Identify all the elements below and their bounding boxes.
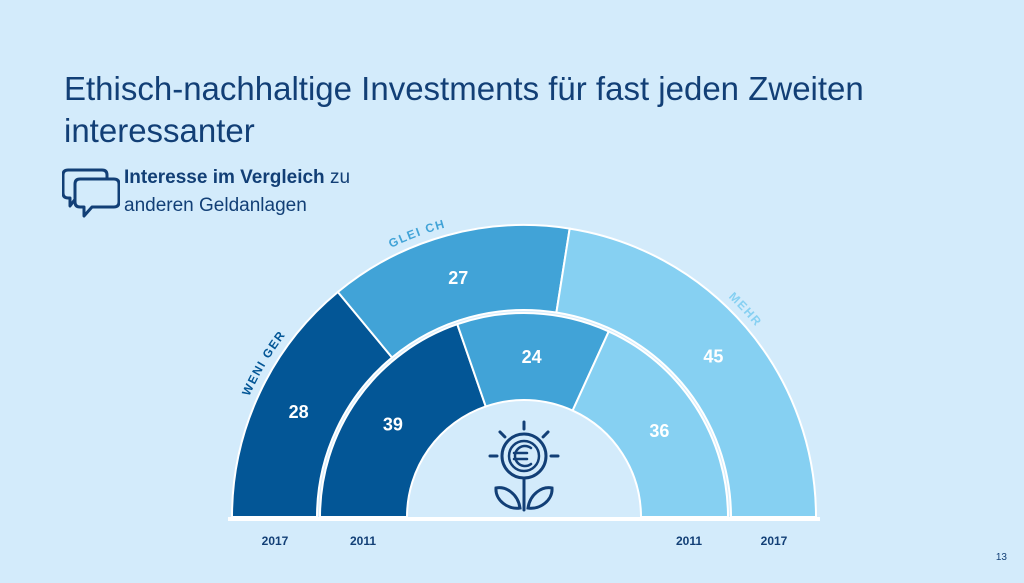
segment-2011-weniger [318, 322, 488, 518]
subtitle-rest-2: anderen Geldanlagen [124, 195, 307, 216]
speech-bubbles-icon [62, 168, 120, 218]
value-label-2011-mehr: 36 [649, 421, 669, 441]
value-label-2017-mehr: 45 [703, 346, 723, 366]
value-label-2017-gleich: 27 [448, 268, 468, 288]
year-label-outer-left: 2017 [262, 534, 289, 548]
subtitle: Interesse im Vergleich zu anderen Geldan… [124, 164, 350, 220]
value-label-2011-gleich: 24 [522, 347, 542, 367]
year-label-outer-right: 2017 [761, 534, 788, 548]
year-label-inner-left: 2011 [350, 534, 376, 548]
page-number: 13 [995, 552, 1007, 563]
segment-2017-mehr [555, 227, 818, 518]
year-label-inner-right: 2011 [676, 534, 702, 548]
euro-flower-icon [488, 420, 560, 512]
segment-2011-mehr [571, 330, 730, 518]
slide-title: Ethisch-nachhaltige Investments für fast… [64, 70, 864, 149]
subtitle-rest-1: zu [324, 167, 351, 188]
value-label-2017-weniger: 28 [289, 402, 309, 422]
subtitle-bold: Interesse im Vergleich [124, 167, 325, 188]
value-label-2011-weniger: 39 [383, 415, 403, 435]
chart-baseline [228, 517, 820, 521]
